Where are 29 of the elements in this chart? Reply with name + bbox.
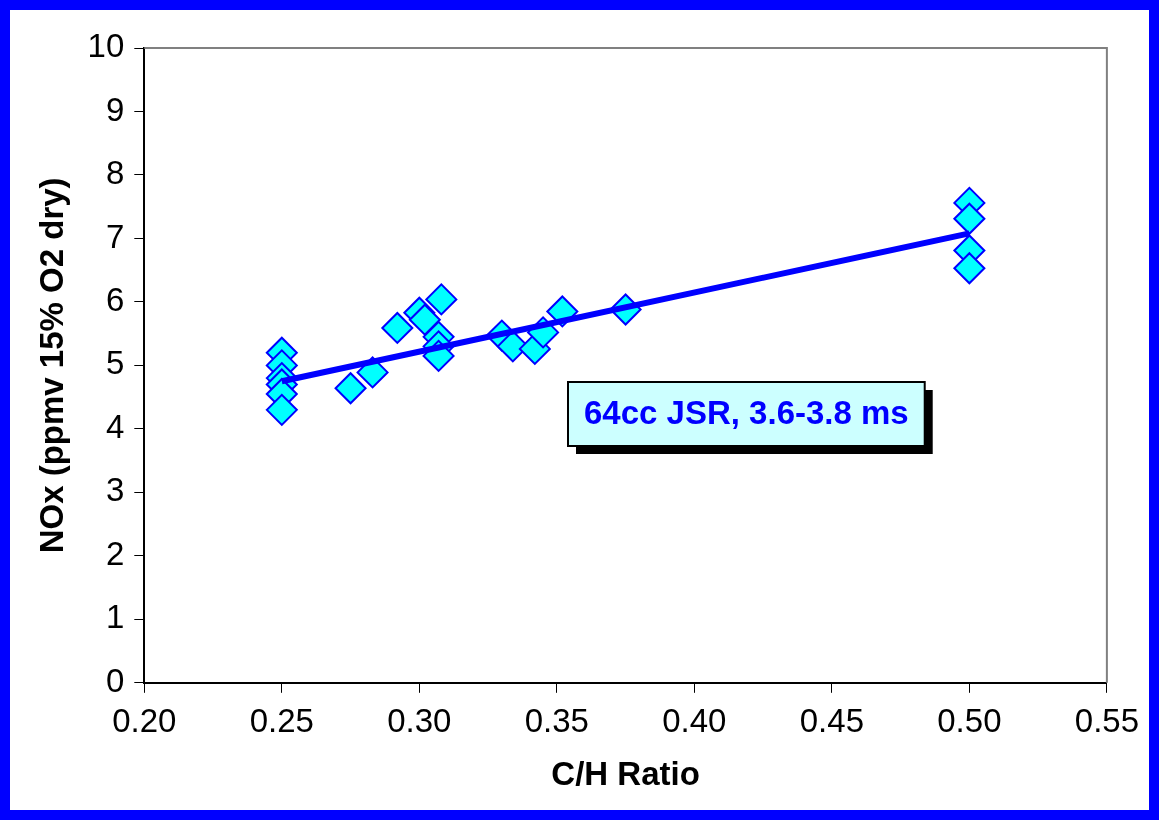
x-tick-label: 0.45: [799, 701, 864, 739]
x-axis-title: C/H Ratio: [551, 755, 700, 793]
x-tick-label: 0.20: [112, 701, 177, 739]
x-tick-label: 0.25: [249, 701, 314, 739]
y-tick-label: 9: [105, 90, 125, 128]
point: [953, 252, 986, 285]
point: [334, 372, 367, 405]
y-tick-label: 7: [105, 217, 125, 255]
x-tick-label: 0.40: [662, 701, 727, 739]
x-tick-label: 0.35: [524, 701, 589, 739]
y-tick-label: 3: [105, 471, 125, 509]
point: [381, 311, 414, 344]
y-tick-label: 2: [105, 534, 125, 572]
y-tick-label: 8: [105, 154, 125, 192]
point: [408, 303, 441, 336]
x-tick-label: 0.50: [937, 701, 1002, 739]
point: [265, 393, 298, 426]
y-tick-label: 5: [105, 344, 125, 382]
x-tick-label: 0.55: [1074, 701, 1139, 739]
y-tick-label: 4: [105, 407, 125, 445]
y-tick-label: 0: [105, 661, 125, 699]
point: [425, 283, 458, 316]
point: [953, 202, 986, 235]
annotation: 64cc JSR, 3.6-3.8 ms: [584, 394, 909, 432]
y-tick-label: 10: [87, 27, 125, 65]
y-tick-label: 6: [105, 281, 125, 319]
x-tick-label: 0.30: [387, 701, 452, 739]
y-tick-label: 1: [105, 598, 125, 636]
y-axis-title: NOx (ppmv 15% O2 dry): [32, 177, 70, 554]
